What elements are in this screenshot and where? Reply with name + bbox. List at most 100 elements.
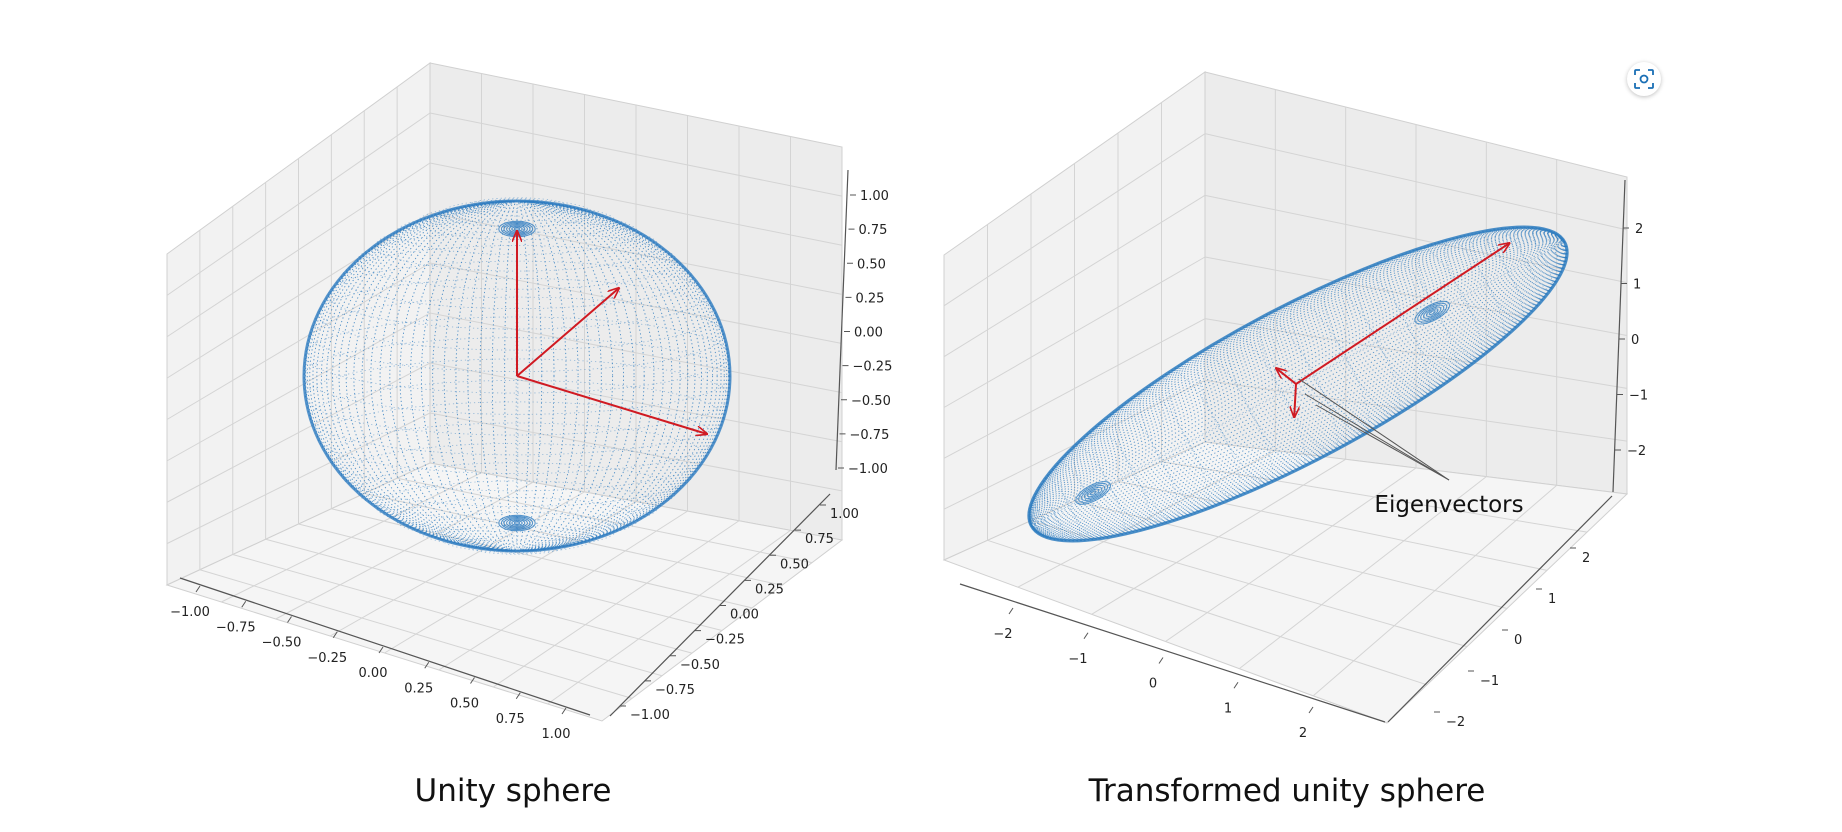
- tick-label: 0: [1149, 677, 1157, 692]
- tick-label: 0.50: [450, 697, 479, 712]
- tick-label: 2: [1582, 551, 1590, 566]
- grid-line: [1017, 450, 1276, 588]
- grid-line: [429, 112, 843, 197]
- sphere-outline: [302, 199, 732, 553]
- sphere-meridian: [306, 200, 728, 552]
- sphere-meridian: [479, 200, 555, 552]
- grid-line: [166, 412, 431, 545]
- axis-tick: [241, 600, 247, 608]
- grid-line: [1204, 133, 1628, 231]
- tick-label: −0.25: [705, 633, 745, 648]
- axis-tick: [1008, 607, 1014, 615]
- grid-line: [1091, 458, 1346, 615]
- sphere-meridian: [326, 200, 708, 552]
- sphere-meridian: [455, 200, 579, 552]
- grid-line: [429, 412, 843, 492]
- axis-tick: [424, 661, 430, 669]
- grid-line: [429, 262, 843, 344]
- axis-tick: [1083, 632, 1089, 640]
- sphere-meridian: [504, 200, 530, 552]
- grid-line: [166, 162, 431, 338]
- tick-label: 0.25: [755, 582, 784, 597]
- grid-line: [429, 362, 843, 443]
- grid-line: [943, 318, 1206, 459]
- pole-lower: [1081, 484, 1106, 502]
- tick-label: 1: [1224, 701, 1232, 716]
- ellipsoid-section: [1547, 229, 1567, 263]
- tick-label: −2: [993, 627, 1012, 642]
- grid-line: [1312, 484, 1557, 697]
- tick-label: 0.75: [859, 223, 888, 238]
- bottom-pole: [503, 516, 531, 530]
- tick-label: 0: [1514, 633, 1522, 648]
- tick-label: −0.75: [850, 428, 890, 443]
- ellipsoid-outline: [1027, 225, 1569, 543]
- bottom-pole: [513, 521, 521, 525]
- pole-upper: [1422, 306, 1442, 319]
- left-caption: Unity sphere: [415, 773, 612, 809]
- z-axis-line: [835, 169, 849, 471]
- axis-tick: [378, 646, 384, 654]
- tick-label: −2: [1446, 715, 1465, 730]
- tick-label: −0.50: [851, 394, 891, 409]
- pole-lower: [1075, 481, 1112, 505]
- grid-line: [438, 510, 688, 671]
- bottom-pole: [500, 515, 534, 531]
- tick-label: 2: [1299, 726, 1307, 741]
- tick-label: −1: [1068, 652, 1087, 667]
- z-axis-line: [1612, 179, 1626, 493]
- tick-label: 0.00: [359, 666, 388, 681]
- tick-label: −2: [1627, 444, 1646, 459]
- unity-sphere-panel: −1.00 −0.75 −0.50 −0.25 0.00 0.25 0.50 0.75 1.00…: [165, 62, 892, 809]
- grid-line: [429, 162, 843, 246]
- ellipsoid-section: [1034, 492, 1064, 541]
- tick-label: 0.25: [856, 291, 885, 306]
- tick-label: −1.00: [630, 708, 670, 723]
- tick-label: −0.25: [307, 651, 347, 666]
- transformed-sphere-panel: −2 −1 0 1 2 2 1 0 −1 −2 2 1 0 −1 −2 Eigenvectors Trans…: [942, 71, 1648, 809]
- axis-tick: [561, 707, 567, 715]
- eigenvectors-annotation: Eigenvectors: [1374, 492, 1523, 518]
- bottom-pole: [511, 520, 523, 526]
- pole-upper: [1417, 302, 1448, 323]
- sphere-meridian: [353, 200, 681, 552]
- tick-label: 0: [1631, 333, 1639, 348]
- pole-upper: [1428, 310, 1436, 316]
- arrow-1: [1295, 243, 1509, 385]
- grid-line: [1165, 467, 1417, 642]
- tick-label: −0.50: [262, 636, 302, 651]
- sphere-meridian: [399, 200, 635, 552]
- axis-tick: [195, 585, 201, 593]
- grid-line: [166, 312, 431, 462]
- ellipsoid-section: [1444, 238, 1505, 342]
- annotation-leaders: [1298, 378, 1450, 481]
- ellipsoid-section: [1471, 232, 1525, 324]
- tick-label: 2: [1635, 222, 1643, 237]
- axis-tick: [332, 631, 338, 639]
- basis-arrows: [517, 231, 707, 434]
- visual-search-icon[interactable]: [1627, 62, 1661, 96]
- ellipsoid-section: [1195, 351, 1273, 485]
- grid-lines: [943, 89, 1628, 697]
- tick-label: 0.00: [730, 608, 759, 623]
- arrow-2: [516, 375, 707, 434]
- tick-label: 1: [1548, 592, 1556, 607]
- x-axis-line: [959, 583, 1386, 723]
- grid-line: [329, 491, 585, 637]
- visual-search-glyph: [1634, 69, 1654, 89]
- tick-label: 1.00: [542, 727, 571, 742]
- grid-line: [1204, 256, 1628, 336]
- ellipsoid-section: [1091, 426, 1152, 530]
- right-caption: Transformed unity sphere: [1088, 773, 1486, 809]
- grid-line: [1204, 194, 1628, 284]
- tick-label: 1.00: [830, 507, 859, 522]
- tick-label: −0.50: [680, 658, 720, 673]
- grid-line: [166, 112, 431, 296]
- axis-tick: [515, 692, 521, 700]
- tick-label: 0.00: [854, 326, 883, 341]
- pole-lower: [1078, 482, 1109, 503]
- grid-line: [943, 133, 1206, 307]
- ellipsoid-section: [1071, 444, 1125, 536]
- axis-tick: [287, 616, 292, 623]
- axis-tick: [1158, 657, 1164, 664]
